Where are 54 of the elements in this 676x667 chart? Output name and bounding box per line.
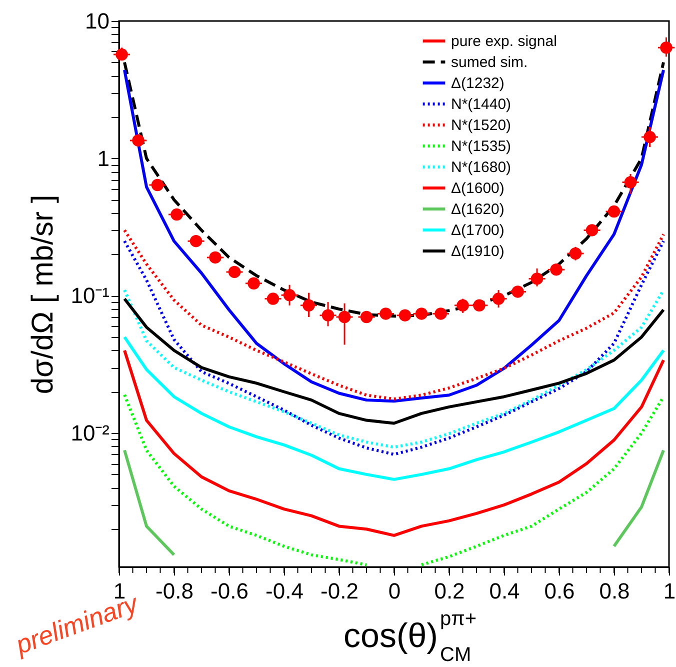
- point: [170, 208, 183, 221]
- x-tick-label: 0.2: [434, 578, 465, 604]
- legend-label: N*(1520): [451, 117, 512, 134]
- legend-label: Δ(1910): [451, 243, 504, 260]
- point: [586, 224, 598, 236]
- line-series: [123, 68, 665, 403]
- x-tick-label: 0.6: [544, 578, 575, 604]
- line-series: [123, 336, 665, 481]
- legend-label: N*(1680): [451, 159, 512, 176]
- line-series: [123, 240, 665, 456]
- point: [302, 299, 315, 312]
- line-series: [123, 348, 665, 537]
- point: [190, 234, 202, 248]
- legend-label: Δ(1232): [451, 75, 504, 92]
- x-tick-label: 0.4: [489, 578, 520, 604]
- legend-label: sumed sim.: [451, 54, 528, 71]
- point: [248, 277, 260, 290]
- point: [644, 130, 656, 144]
- x-tick-label: 1: [663, 578, 676, 604]
- x-tick-label: -0.2: [320, 578, 358, 604]
- point: [266, 292, 280, 305]
- legend-label: Δ(1600): [451, 180, 504, 197]
- legend-label: N*(1440): [451, 96, 512, 113]
- point: [228, 266, 241, 278]
- point: [132, 134, 144, 147]
- y-tick-label: 10: [85, 8, 110, 34]
- point: [660, 42, 672, 54]
- x-tick-label: 0: [388, 578, 401, 604]
- point: [116, 48, 128, 61]
- x-tick-label: 0.8: [599, 578, 630, 604]
- point: [550, 263, 562, 276]
- legend-label: N*(1535): [451, 138, 512, 155]
- x-tick-label: -0.8: [156, 578, 194, 604]
- point: [530, 272, 544, 285]
- point: [209, 251, 222, 264]
- point: [569, 247, 582, 260]
- x-tick-label: -0.4: [266, 578, 304, 604]
- point: [151, 178, 164, 192]
- legend-label: Δ(1700): [451, 222, 504, 239]
- point: [608, 205, 620, 218]
- line-series: [123, 288, 665, 449]
- point: [512, 286, 524, 298]
- legend-label: Δ(1620): [451, 201, 504, 218]
- line-series: [123, 297, 665, 425]
- x-tick-label: -0.6: [210, 578, 248, 604]
- legend-label: pure exp. signal: [451, 33, 557, 50]
- y-tick-label: 10⁻²: [70, 420, 110, 446]
- y-axis-title: dσ/dΩ [ mb/sr ]: [26, 194, 60, 394]
- point: [283, 289, 296, 302]
- y-tick-label: 1: [97, 146, 110, 171]
- point: [624, 176, 637, 188]
- point: [492, 292, 505, 305]
- point: [360, 310, 373, 324]
- y-tick-label: 10⁻¹: [70, 283, 110, 308]
